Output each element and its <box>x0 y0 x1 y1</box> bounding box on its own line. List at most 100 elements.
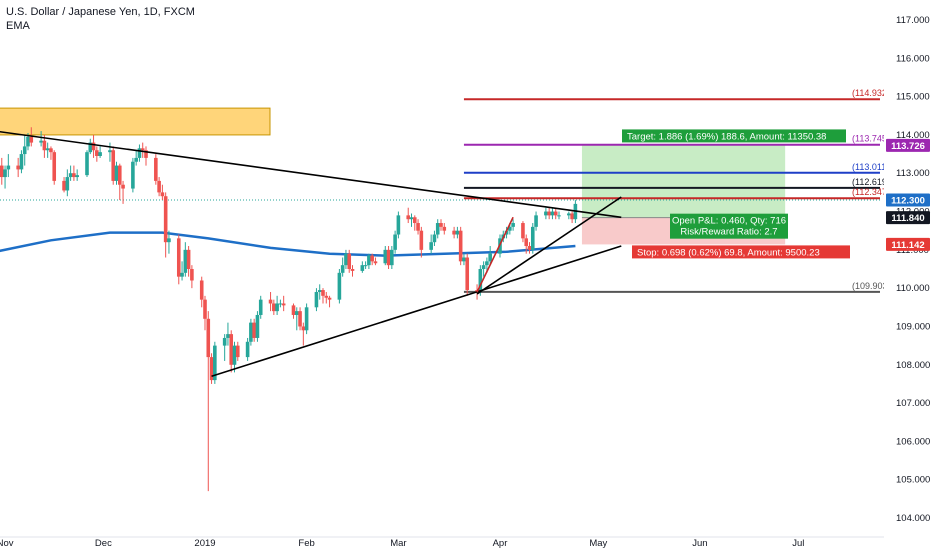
candle-body <box>140 148 145 151</box>
candle-body <box>406 215 411 220</box>
y-tick-label: 116.000 <box>896 53 930 64</box>
candle-body <box>553 211 558 216</box>
candle-body <box>360 265 365 271</box>
level-label: (112.619) <box>852 177 890 187</box>
candle-body <box>209 357 214 381</box>
candle-body <box>337 272 342 300</box>
candle-body <box>111 150 116 181</box>
candle-body <box>252 322 256 338</box>
candle-body <box>550 211 555 216</box>
candle-body <box>521 223 525 239</box>
candle-body <box>544 211 548 216</box>
candles-layer <box>0 127 578 492</box>
level-label: (113.745) <box>852 134 890 144</box>
candle-body <box>190 269 194 281</box>
levels-layer: (114.932) (113.745) (113.011) (112.619)(112… <box>0 88 891 293</box>
target-label-box <box>622 129 846 143</box>
candle-body <box>534 215 538 227</box>
labels-layer: Target: 1.886 (1.69%) 188.6, Amount: 113… <box>622 129 850 259</box>
x-tick-label: Apr <box>493 538 508 549</box>
candle-body <box>524 238 529 247</box>
candle-body <box>72 173 76 178</box>
y-tick-label: 113.000 <box>896 168 930 179</box>
candle-body <box>275 303 279 312</box>
y-tick-label: 108.000 <box>896 360 930 371</box>
price-axis-bg <box>884 0 932 550</box>
stop-label: Stop: 0.698 (0.62%) 69.8, Amount: 9500.2… <box>637 247 820 258</box>
y-tick-label: 117.000 <box>896 15 930 26</box>
candle-body <box>167 238 171 243</box>
candle-body <box>29 136 34 143</box>
pnl-label-box <box>670 213 788 239</box>
candle-body <box>317 290 322 292</box>
candle-body <box>298 311 302 327</box>
candle-body <box>478 269 483 292</box>
target-zone <box>581 145 786 218</box>
candle-body <box>419 230 424 250</box>
candle-body <box>304 307 309 331</box>
candle-body <box>85 152 89 176</box>
candle-body <box>416 223 420 231</box>
candle-body <box>321 290 325 296</box>
candle-body <box>527 246 532 250</box>
rr-label: Risk/Reward Ratio: 2.7 <box>680 227 777 238</box>
candle-body <box>383 249 388 264</box>
candle-body <box>439 223 443 227</box>
candle-body <box>511 223 515 227</box>
y-tick-label: 110.000 <box>896 283 930 294</box>
candle-body <box>481 265 486 269</box>
candle-body <box>176 238 181 277</box>
candle-body <box>452 230 456 235</box>
candle-body <box>180 272 184 277</box>
candle-body <box>114 165 119 181</box>
symbol-title: U.S. Dollar / Japanese Yen, 1D, FXCM <box>6 6 195 18</box>
candle-body <box>42 140 47 151</box>
candle-body <box>157 180 161 193</box>
candle-body <box>186 249 191 269</box>
candle-body <box>75 175 79 178</box>
candle-body <box>432 234 437 243</box>
candle-body <box>6 165 11 170</box>
candle-body <box>324 295 329 298</box>
candle-body <box>154 157 158 181</box>
candle-body <box>340 265 345 273</box>
x-tick-label: Jun <box>692 538 707 549</box>
y-tick-label: 106.000 <box>896 436 930 447</box>
candle-body <box>255 314 260 338</box>
candle-body <box>314 291 319 308</box>
candle-body <box>373 261 378 264</box>
candle-body <box>291 305 296 315</box>
candle-body <box>409 217 414 220</box>
trendline-ascending-red <box>476 216 514 293</box>
candle-body <box>547 211 551 216</box>
candle-body <box>465 257 470 291</box>
candle-body <box>68 173 73 178</box>
candle-body <box>95 150 99 156</box>
candle-body <box>462 257 466 262</box>
candle-body <box>163 196 168 243</box>
trendline-descending <box>0 130 622 219</box>
candle-body <box>567 213 571 216</box>
x-tick-label: Dec <box>95 538 112 549</box>
trendlines-layer <box>0 130 622 378</box>
chart-header: U.S. Dollar / Japanese Yen, 1D, FXCM EMA <box>6 5 195 33</box>
candle-body <box>363 265 368 267</box>
candle-body <box>131 161 135 189</box>
candle-body <box>488 253 492 262</box>
candle-body <box>226 334 230 338</box>
candle-body <box>485 261 489 266</box>
candle-body <box>117 165 122 185</box>
candle-body <box>344 253 348 266</box>
candle-body <box>137 148 142 158</box>
candle-body <box>3 169 7 178</box>
y-tick-label: 105.000 <box>896 475 930 486</box>
price-tag-label: 111.142 <box>891 240 924 251</box>
ema-layer <box>0 231 576 257</box>
candle-body <box>294 311 299 315</box>
candle-body <box>435 223 440 235</box>
candle-body <box>206 318 211 358</box>
candle-body <box>108 150 112 153</box>
level-label: (109.903) <box>852 281 891 291</box>
